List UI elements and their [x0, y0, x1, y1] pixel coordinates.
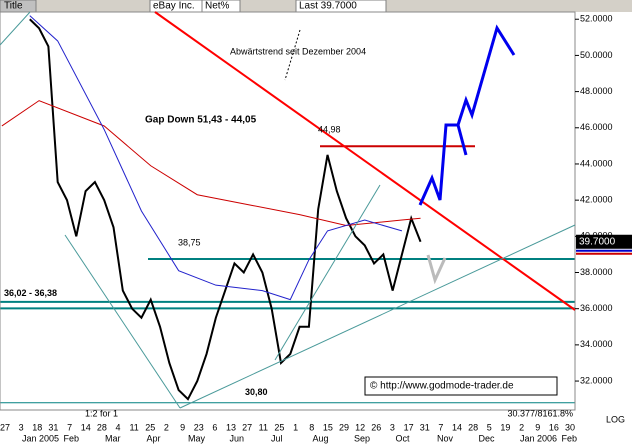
downtrend-line [154, 11, 576, 311]
x-month-label: Apr [147, 433, 161, 443]
x-tick-label: 9 [535, 422, 540, 432]
last-value-box [576, 234, 632, 249]
x-month-label: May [188, 433, 206, 443]
x-tick-label: 28 [468, 422, 478, 432]
x-month-label: Nov [437, 433, 454, 443]
last-value-label: 39.7000 [579, 236, 616, 247]
scale-label: LOG [606, 414, 625, 424]
header-title: Title [4, 1, 23, 12]
trend-line [64, 234, 181, 409]
x-tick-label: 25 [274, 422, 284, 432]
x-tick-label: 2 [164, 422, 169, 432]
x-month-label: Jul [271, 433, 283, 443]
x-tick-label: 13 [226, 422, 236, 432]
x-tick-label: 5 [487, 422, 492, 432]
annotation-pointer [284, 29, 301, 81]
x-tick-label: 27 [242, 422, 252, 432]
y-tick-label: 36.0000 [580, 303, 613, 313]
projection [418, 24, 516, 206]
x-tick-label: 17 [404, 422, 414, 432]
x-tick-label: 23 [194, 422, 204, 432]
x-tick-label: 1 [293, 422, 298, 432]
annotation: Abwärtstrend seit Dezember 2004 [230, 46, 366, 56]
trend-line [0, 11, 31, 46]
x-tick-label: 8 [309, 422, 314, 432]
level-label: 38,75 [178, 237, 201, 247]
moving-average [29, 15, 403, 301]
x-month-label: Mar [105, 433, 121, 443]
x-tick-label: 7 [438, 422, 443, 432]
plot-frame [0, 11, 576, 411]
projection-alt [426, 254, 447, 285]
x-month-label: Dec [479, 433, 496, 443]
annotation: 1:2 for 1 [85, 408, 118, 418]
level-label: 30,80 [245, 387, 268, 397]
x-month-label: Feb [64, 433, 80, 443]
y-tick-label: 42.0000 [580, 195, 613, 205]
x-month-label: Sep [354, 433, 370, 443]
x-tick-label: 4 [115, 422, 120, 432]
copyright-box [364, 376, 558, 396]
trend-line [274, 184, 381, 361]
y-tick-label: 48.0000 [580, 86, 613, 96]
x-tick-label: 3 [19, 422, 24, 432]
x-tick-label: 19 [500, 422, 510, 432]
x-tick-label: 18 [32, 422, 42, 432]
x-tick-label: 25 [145, 422, 155, 432]
x-month-label: Oct [396, 433, 411, 443]
x-tick-label: 7 [67, 422, 72, 432]
x-tick-label: 9 [180, 422, 185, 432]
x-tick-label: 3 [390, 422, 395, 432]
y-tick-label: 32.0000 [580, 375, 613, 385]
x-tick-label: 14 [452, 422, 462, 432]
x-tick-label: 27 [0, 422, 10, 432]
header-mode: Net% [205, 1, 230, 12]
x-tick-label: 11 [129, 422, 138, 432]
x-tick-label: 30 [565, 422, 575, 432]
x-tick-label: 31 [48, 422, 58, 432]
x-month-label: Aug [313, 433, 329, 443]
y-tick-label: 44.0000 [580, 158, 613, 168]
x-tick-label: 12 [355, 422, 365, 432]
x-tick-label: 31 [420, 422, 430, 432]
copyright: © http://www.godmode-trader.de [370, 381, 514, 392]
y-tick-label: 50.0000 [580, 50, 613, 60]
x-tick-label: 15 [323, 422, 333, 432]
x-tick-label: 11 [259, 422, 268, 432]
x-month-label: Jan 2006 [520, 433, 557, 443]
x-month-label: Jun [230, 433, 245, 443]
header: Title eBay Inc. Net% Last 39.7000 [0, 0, 632, 13]
header-symbol: eBay Inc. [153, 1, 195, 12]
annotation: Gap Down 51,43 - 44,05 [145, 115, 257, 126]
x-month-label: Feb [562, 433, 578, 443]
x-tick-label: 28 [97, 422, 107, 432]
annotation: 30.377/8161.8% [507, 408, 573, 418]
x-tick-label: 16 [549, 422, 559, 432]
y-tick-label: 52.0000 [580, 14, 613, 24]
x-tick-label: 26 [371, 422, 381, 432]
header-last: Last 39.7000 [299, 1, 357, 12]
price-line [29, 18, 422, 401]
x-tick-label: 14 [81, 422, 91, 432]
y-tick-label: 38.0000 [580, 267, 613, 277]
plot [0, 15, 575, 404]
zone-label: 36,02 - 36,38 [4, 288, 57, 298]
x-tick-label: 29 [339, 422, 349, 432]
trend-line [179, 224, 576, 409]
trend-lines [0, 11, 576, 409]
x-month-label: Jan 2005 [22, 433, 59, 443]
level-label: 44,98 [318, 125, 341, 135]
y-tick-label: 34.0000 [580, 339, 613, 349]
y-tick-label: 46.0000 [580, 122, 613, 132]
x-tick-label: 6 [212, 422, 217, 432]
x-tick-label: 2 [519, 422, 524, 432]
